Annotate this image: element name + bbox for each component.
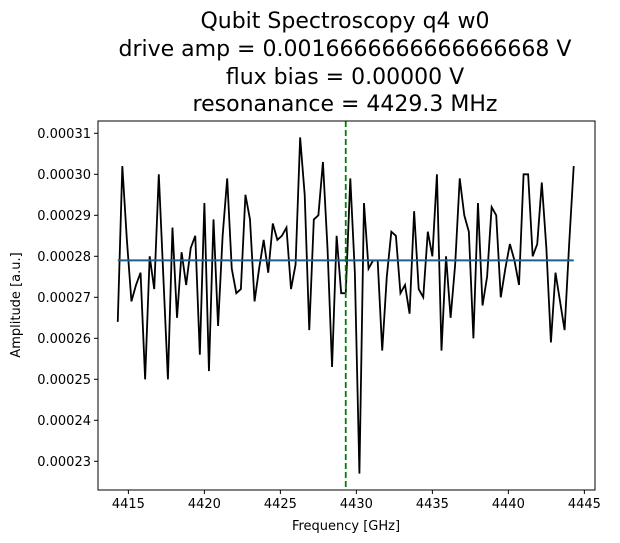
title-line-4: resonanance = 4429.3 MHz [193, 92, 498, 117]
y-axis-label: Amplitude [a.u.] [9, 252, 24, 357]
y-tick-label: 0.00029 [37, 209, 91, 224]
y-tick-label: 0.00024 [37, 414, 91, 429]
y-tick-label: 0.00025 [37, 373, 91, 388]
x-tick-label: 4420 [188, 497, 221, 512]
x-tick-label: 4415 [112, 497, 145, 512]
title-line-1: Qubit Spectroscopy q4 w0 [200, 9, 489, 34]
title-line-3: flux bias = 0.00000 V [226, 65, 464, 90]
y-tick-label: 0.00026 [37, 332, 91, 347]
x-tick-label: 4435 [416, 497, 449, 512]
title-line-2: drive amp = 0.0016666666666666668 V [119, 37, 572, 62]
plot-area [116, 121, 575, 490]
y-tick-label: 0.00023 [37, 455, 91, 470]
x-tick-label: 4445 [568, 497, 601, 512]
x-tick-label: 4425 [264, 497, 297, 512]
y-tick-label: 0.00031 [37, 127, 91, 142]
chart-title: Qubit Spectroscopy q4 w0 drive amp = 0.0… [119, 9, 572, 117]
x-axis-label: Frequency [GHz] [292, 519, 400, 534]
axes-frame [97, 120, 596, 491]
y-tick-label: 0.00027 [37, 291, 91, 306]
y-tick-label: 0.00028 [37, 250, 91, 265]
x-tick-label: 4430 [340, 497, 373, 512]
x-tick-label: 4440 [492, 497, 525, 512]
y-tick-label: 0.00030 [37, 168, 91, 183]
axis-ticks: 4415 4420 4425 4430 4435 4440 4445 0.00023 0.000… [37, 127, 601, 512]
